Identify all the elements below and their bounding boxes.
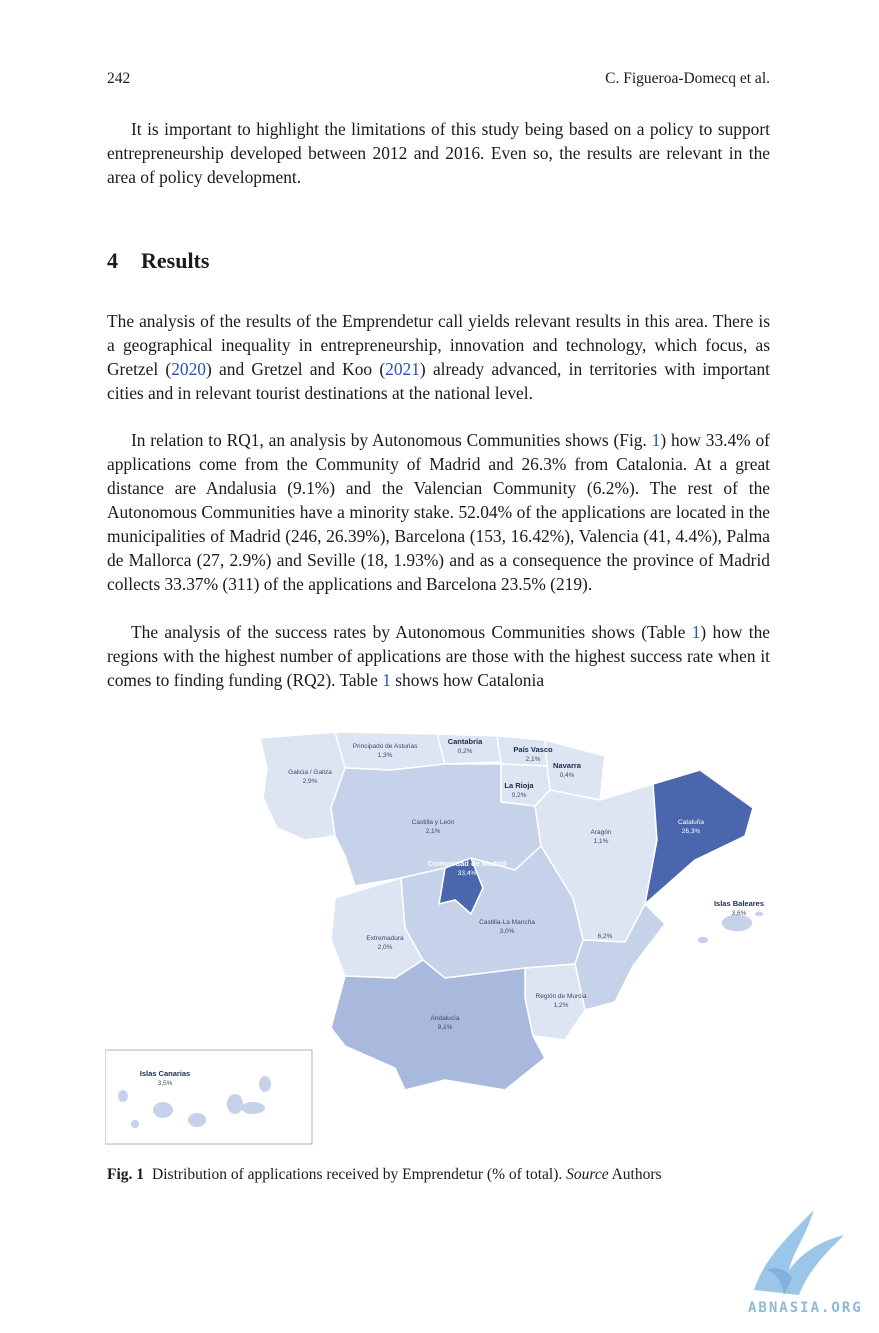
running-head-authors: C. Figueroa-Domecq et al.: [605, 70, 770, 87]
map-label-value: 0,2%: [512, 792, 527, 799]
map-label-name: País Vasco: [513, 745, 553, 754]
map-label-value: 2,0%: [378, 944, 393, 951]
map-label-valencia-value: 6,2%: [598, 933, 613, 940]
map-label-name: Región de Murcia: [536, 993, 587, 1000]
map-label-name: Extremadura: [366, 935, 404, 942]
region-cataluna: [644, 769, 754, 905]
canarias-inset-frame: [105, 1049, 313, 1145]
map-label-name: Castilla y León: [412, 819, 455, 826]
section-number: 4: [107, 248, 118, 273]
map-label-name: Islas Baleares: [714, 899, 764, 908]
canarias-islands: [118, 1076, 271, 1128]
region-galicia: [259, 731, 346, 841]
map-label-name: Comunidad de Madrid: [428, 859, 507, 868]
table-link-1b[interactable]: 1: [382, 670, 391, 690]
region-baleares-mallorca: [720, 913, 754, 933]
map-label-value: 1,1%: [594, 838, 609, 845]
map-label-name: Cataluña: [678, 819, 704, 826]
map-label-name: Galicia / Galiza: [288, 769, 332, 776]
map-label-name: Cantabria: [448, 737, 483, 746]
map-label-value: 26,3%: [682, 828, 701, 835]
map-label-name: Islas Canarias: [140, 1069, 190, 1078]
region-asturias: [334, 731, 446, 771]
map-label-value: 2,1%: [526, 756, 541, 763]
results-paragraph-1: The analysis of the results of the Empre…: [107, 311, 771, 403]
results-paragraph-3: The analysis of the success rates by Aut…: [107, 622, 771, 690]
map-label-value: 2,1%: [426, 828, 441, 835]
map-label-name: Castilla-La Mancha: [479, 919, 535, 926]
figure-caption: Fig. 1 Distribution of applications recei…: [107, 1166, 662, 1183]
region-baleares-ibiza: [696, 935, 710, 945]
map-label-value: 9,1%: [438, 1024, 453, 1031]
section-heading: 4 Results: [107, 248, 209, 274]
map-label-value: 3,5%: [158, 1080, 173, 1087]
map-label-value: 2,9%: [303, 778, 318, 785]
dragon-logo: [754, 1210, 844, 1295]
intro-paragraph: It is important to highlight the limitat…: [107, 119, 770, 187]
map-label-name: Navarra: [553, 761, 582, 770]
map-label-name: Aragón: [591, 829, 612, 836]
map-label-value: 0,4%: [560, 772, 575, 779]
map-label-value: 1,2%: [554, 1002, 569, 1009]
citation-link-2021[interactable]: 2021: [385, 359, 420, 379]
map-label-name: La Rioja: [504, 781, 534, 790]
spain-applications-map: Principado de Asturias 1,3% Cantabria 0,2% P…: [105, 731, 765, 1145]
region-baleares-menorca: [753, 910, 765, 918]
figure-label: Fig. 1: [107, 1166, 145, 1183]
map-label-value: 33,4%: [458, 870, 477, 877]
figure-link-1[interactable]: 1: [651, 430, 661, 450]
map-label-value: 3,6%: [732, 910, 747, 917]
map-label-name: Principado de Asturias: [353, 743, 418, 750]
map-label-value: 0,2%: [458, 748, 473, 755]
map-label-name: Andalucía: [431, 1015, 460, 1022]
map-label-value: 1,3%: [378, 752, 393, 759]
section-title: Results: [141, 248, 210, 273]
watermark-text: ABNASIA.ORG: [748, 1300, 863, 1316]
citation-link-2020[interactable]: 2020: [171, 359, 206, 379]
map-label-value: 3,0%: [500, 928, 515, 935]
page-number: 242: [107, 70, 131, 87]
region-andalucia: [330, 959, 546, 1091]
results-paragraph-2: In relation to RQ1, an analysis by Auton…: [107, 430, 770, 594]
page-header: 242 C. Figueroa-Domecq et al.: [107, 70, 770, 92]
table-link-1a[interactable]: 1: [691, 622, 701, 642]
